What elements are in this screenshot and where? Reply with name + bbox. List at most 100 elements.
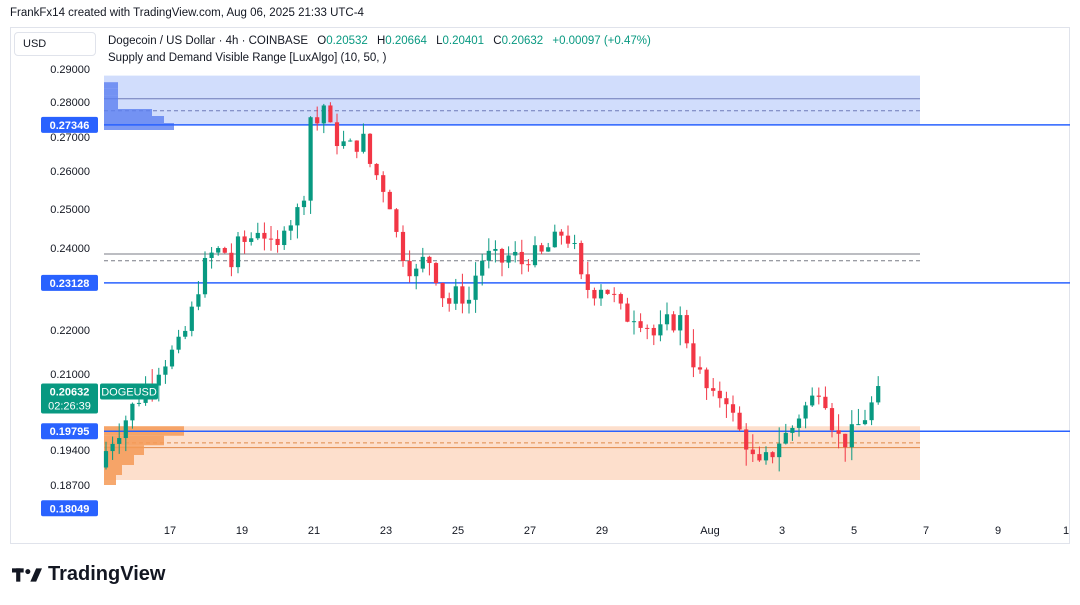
candle-body bbox=[552, 231, 557, 248]
tradingview-logo-icon bbox=[12, 567, 42, 582]
candle-body bbox=[400, 231, 406, 262]
candle-body bbox=[440, 283, 445, 299]
candle-body bbox=[387, 191, 392, 210]
candle-body bbox=[301, 200, 307, 208]
candle-body bbox=[196, 294, 201, 307]
symbol-title[interactable]: Dogecoin / US Dollar · 4h · COINBASE bbox=[108, 35, 309, 47]
supply-volume-bar bbox=[104, 102, 118, 109]
open-label: O bbox=[317, 35, 327, 47]
candle-body bbox=[354, 140, 359, 152]
price-tick-label: 0.28000 bbox=[50, 97, 90, 109]
candle-body bbox=[235, 236, 241, 268]
high-value: 0.20664 bbox=[385, 35, 427, 47]
candle-body bbox=[651, 327, 656, 336]
candle-body bbox=[103, 451, 109, 468]
candle-body bbox=[559, 231, 564, 236]
time-tick-label: Aug bbox=[700, 525, 720, 537]
candle-body bbox=[796, 418, 802, 428]
candle-body bbox=[381, 175, 386, 192]
symbol-badge-label: DOGEUSD bbox=[101, 386, 157, 398]
candle-body bbox=[625, 303, 630, 322]
candle-body bbox=[216, 248, 221, 253]
price-tick-label: 0.22000 bbox=[50, 325, 90, 337]
level-badge bbox=[41, 500, 98, 517]
candle-body bbox=[810, 395, 815, 406]
low-label: L bbox=[436, 35, 443, 47]
price-tick-label: 0.18700 bbox=[50, 480, 90, 492]
time-tick-label: 19 bbox=[236, 525, 248, 537]
candle-body bbox=[691, 343, 696, 368]
time-tick-label: 3 bbox=[779, 525, 785, 537]
candle-body bbox=[480, 260, 485, 276]
candle-body bbox=[526, 264, 531, 266]
level-badge-label: 0.18049 bbox=[50, 503, 90, 515]
candle-body bbox=[598, 289, 604, 299]
candle-body bbox=[249, 238, 254, 242]
candle-body bbox=[565, 235, 571, 244]
candle-body bbox=[823, 396, 828, 409]
created-by-text: FrankFx14 created with TradingView.com, … bbox=[10, 7, 364, 19]
candle-body bbox=[453, 286, 458, 304]
candle-body bbox=[321, 105, 326, 124]
candle-body bbox=[361, 133, 366, 152]
current-price-badge bbox=[41, 383, 98, 414]
candle-body bbox=[592, 289, 597, 299]
candle-body bbox=[506, 255, 511, 263]
candle-body bbox=[645, 327, 650, 329]
supply-volume-bar bbox=[104, 123, 174, 130]
candle-body bbox=[110, 443, 115, 452]
time-tick-label: 27 bbox=[524, 525, 536, 537]
chart-frame bbox=[10, 27, 1070, 544]
candle-body bbox=[433, 263, 439, 284]
candle-body bbox=[117, 438, 122, 444]
candle-body bbox=[189, 306, 194, 331]
level-badge-label: 0.19795 bbox=[50, 426, 90, 438]
time-tick-label: 29 bbox=[596, 525, 608, 537]
indicator-legend[interactable]: Supply and Demand Visible Range [LuxAlgo… bbox=[108, 52, 387, 64]
currency-button[interactable]: USD bbox=[14, 32, 96, 56]
candle-body bbox=[843, 433, 848, 448]
candle-body bbox=[328, 105, 333, 123]
level-badge bbox=[41, 423, 98, 440]
low-value: 0.20401 bbox=[442, 35, 485, 47]
time-tick-label: 1 bbox=[1063, 525, 1069, 537]
candle-body bbox=[684, 315, 689, 344]
candle-body bbox=[750, 449, 755, 455]
candle-body bbox=[156, 374, 161, 386]
candle-body bbox=[658, 324, 663, 336]
candle-body bbox=[671, 314, 676, 331]
candle-body bbox=[783, 432, 788, 444]
candle-body bbox=[519, 251, 524, 265]
candle-body bbox=[348, 140, 353, 142]
candle-body bbox=[163, 366, 168, 375]
candle-body bbox=[262, 232, 267, 239]
price-tick-label: 0.26000 bbox=[50, 166, 90, 178]
candle-body bbox=[724, 398, 729, 405]
price-tick-label: 0.24000 bbox=[50, 243, 90, 255]
candle-body bbox=[367, 133, 373, 164]
candle-body bbox=[816, 395, 821, 397]
candle-body bbox=[407, 261, 412, 277]
candle-body bbox=[638, 321, 643, 328]
candle-body bbox=[717, 390, 722, 399]
candle-body bbox=[730, 404, 736, 413]
candle-body bbox=[282, 230, 287, 246]
candle-body bbox=[374, 163, 379, 176]
candle-body bbox=[829, 408, 835, 431]
candle-body bbox=[123, 420, 128, 439]
candle-body bbox=[737, 412, 742, 430]
candle-body bbox=[466, 299, 472, 304]
time-tick-label: 23 bbox=[380, 525, 392, 537]
time-tick-label: 17 bbox=[164, 525, 176, 537]
candle-body bbox=[869, 402, 874, 421]
time-tick-label: 5 bbox=[851, 525, 857, 537]
candle-body bbox=[763, 452, 769, 461]
current-price-label: 0.20632 bbox=[50, 386, 90, 398]
time-tick-label: 25 bbox=[452, 525, 464, 537]
candle-body bbox=[130, 403, 135, 421]
demand-volume-bar bbox=[104, 445, 144, 455]
change-value: +0.00097 (+0.47%) bbox=[552, 35, 651, 47]
candle-body bbox=[777, 443, 782, 458]
close-value: 0.20632 bbox=[501, 35, 544, 47]
